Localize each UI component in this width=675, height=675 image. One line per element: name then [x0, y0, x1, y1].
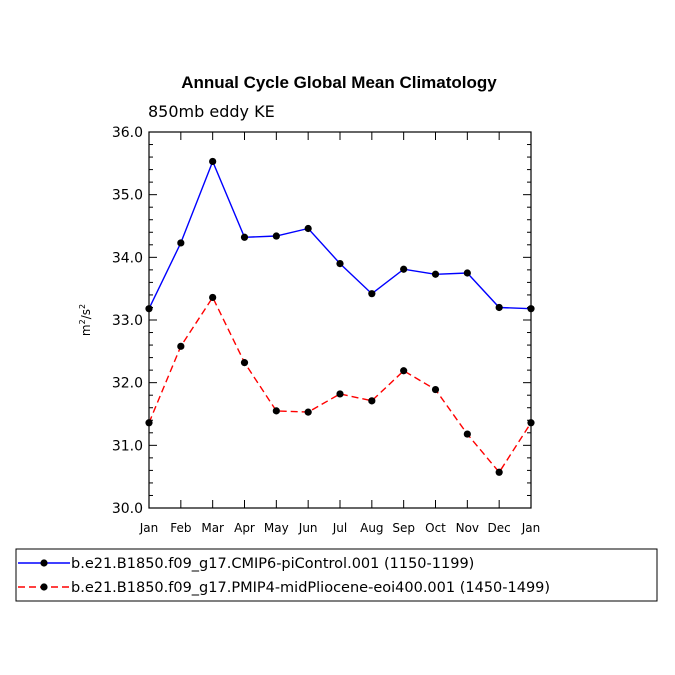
x-tick-label: Mar — [201, 521, 224, 535]
data-point — [336, 260, 344, 268]
data-point — [304, 224, 312, 233]
x-tick-label: Jun — [298, 521, 318, 535]
y-label-exp1: 2 — [78, 319, 87, 324]
y-axis: 30.0 31.0 32.0 33.0 34.0 35.0 36.0 — [112, 125, 531, 517]
x-axis: Jan Feb Mar Apr May Jun Jul Aug Sep Oct Nov Dec Jan — [139, 132, 541, 535]
data-point — [209, 157, 217, 166]
x-tick-label: Jan — [521, 521, 541, 535]
y-tick-label: 35.0 — [112, 188, 143, 204]
data-point — [272, 407, 280, 415]
series-line-2 — [148, 295, 532, 474]
y-tick-label: 33.0 — [112, 313, 143, 329]
y-axis-label: m2/s2 — [78, 304, 93, 336]
x-tick-label: Aug — [360, 521, 383, 535]
data-point — [495, 303, 503, 312]
data-point — [368, 397, 376, 405]
data-point — [463, 430, 471, 438]
series-group — [145, 157, 535, 476]
data-point — [527, 305, 535, 313]
x-tick-label: Sep — [392, 521, 415, 535]
y-tick-label: 30.0 — [112, 501, 143, 517]
data-point — [145, 305, 153, 313]
legend-label-1: b.e21.B1850.f09_g17.CMIP6-piControl.001 … — [71, 556, 474, 572]
x-tick-label: Jul — [332, 521, 347, 535]
plot-frame — [148, 131, 532, 509]
series-line-1 — [148, 159, 532, 310]
data-point — [463, 269, 471, 277]
x-tick-label: Feb — [170, 521, 191, 535]
y-label-mid: /s — [79, 309, 93, 319]
data-point — [400, 265, 408, 273]
y-tick-label: 36.0 — [112, 125, 143, 141]
data-point — [431, 385, 440, 394]
data-point — [272, 232, 280, 240]
data-point — [177, 342, 185, 350]
data-point — [240, 233, 249, 241]
plot-area — [148, 131, 532, 509]
y-tick-label: 32.0 — [112, 376, 143, 392]
legend: b.e21.B1850.f09_g17.CMIP6-piControl.001 … — [15, 548, 658, 602]
x-tick-label: Nov — [456, 521, 479, 535]
x-tick-label: Apr — [234, 521, 255, 535]
data-point — [145, 419, 153, 427]
y-tick-label: 31.0 — [112, 438, 143, 454]
legend-marker-1 — [40, 559, 48, 567]
data-point — [495, 468, 503, 476]
data-point — [336, 390, 344, 398]
y-label-base: m — [79, 324, 93, 336]
x-tick-label: Dec — [488, 521, 511, 535]
x-tick-label: Jan — [139, 521, 159, 535]
data-point — [209, 293, 217, 302]
data-point — [368, 290, 376, 298]
data-point — [400, 367, 408, 375]
x-tick-label: May — [264, 521, 289, 535]
legend-label-2: b.e21.B1850.f09_g17.PMIP4-midPliocene-eo… — [71, 580, 550, 596]
y-tick-label: 34.0 — [112, 250, 143, 266]
data-point — [431, 270, 440, 278]
chart-title: Annual Cycle Global Mean Climatology — [181, 73, 497, 92]
legend-marker-2 — [40, 583, 48, 591]
data-point — [177, 239, 185, 247]
chart-subtitle: 850mb eddy KE — [148, 102, 275, 121]
data-point — [304, 408, 312, 416]
x-tick-label: Oct — [425, 521, 446, 535]
legend-box — [15, 548, 658, 602]
data-point — [240, 359, 249, 367]
data-point — [527, 419, 535, 427]
y-label-exp2: 2 — [78, 304, 87, 309]
